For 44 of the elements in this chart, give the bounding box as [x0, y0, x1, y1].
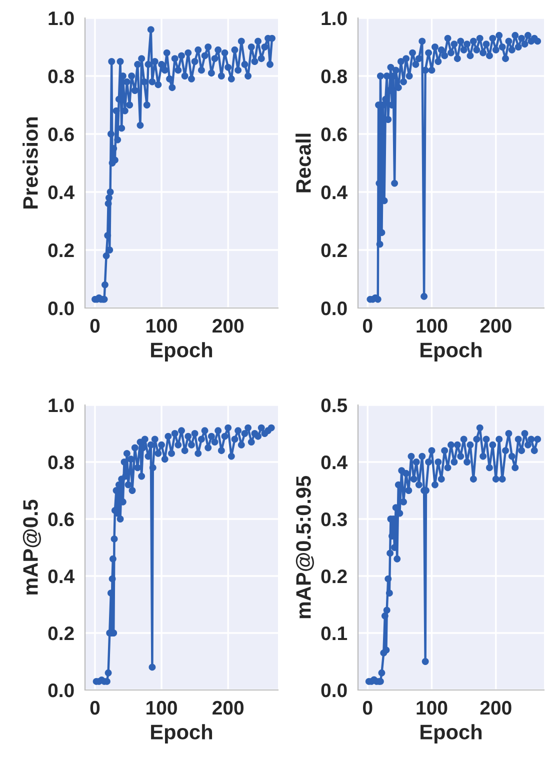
- y-tick-label: 0.5: [321, 398, 348, 412]
- y-axis-title: mAP@0.5:0.95: [296, 476, 314, 618]
- y-tick-label: 0.0: [321, 683, 347, 698]
- y-tick-label: 1.0: [322, 11, 347, 26]
- x-tick-label: 200: [480, 700, 512, 715]
- y-tick-label: 0.4: [321, 455, 348, 470]
- y-axis-title: mAP@0.5: [22, 500, 41, 594]
- x-tick-label: 0: [90, 700, 100, 715]
- y-tick-label: 0.0: [321, 301, 347, 316]
- y-tick-label: 0.2: [48, 626, 74, 640]
- y-tick-label: 0.3: [321, 512, 347, 526]
- x-tick-label: 200: [212, 700, 244, 715]
- y-axis-title: Precision: [22, 117, 38, 208]
- y-tick-label: 0.6: [48, 127, 74, 142]
- y-axis-title: Recall: [296, 134, 311, 192]
- y-tick-label: 0.8: [321, 69, 347, 84]
- y-tick-label: 0.6: [48, 512, 74, 526]
- y-tick-label: 0.4: [321, 185, 348, 200]
- y-tick-label: 0.2: [321, 243, 347, 258]
- x-axis-title: Epoch: [420, 342, 482, 362]
- y-tick-label: 0.8: [48, 69, 74, 84]
- y-tick-label: 0.6: [321, 127, 347, 142]
- x-tick-label: 100: [146, 700, 177, 715]
- x-axis-title: Epoch: [151, 724, 212, 744]
- x-tick-label: 100: [146, 318, 177, 333]
- x-tick-label: 200: [480, 318, 512, 333]
- x-axis-title: Epoch: [420, 724, 482, 744]
- x-tick-label: 100: [416, 318, 448, 333]
- x-tick-label: 0: [90, 318, 100, 333]
- y-tick-label: 0.4: [48, 185, 74, 200]
- x-tick-label: 0: [362, 318, 372, 333]
- y-tick-label: 0.4: [48, 569, 74, 584]
- x-tick-label: 100: [416, 700, 448, 715]
- y-tick-label: 0.1: [321, 626, 348, 640]
- x-tick-label: 200: [212, 318, 244, 333]
- y-tick-label: 0.2: [48, 243, 74, 258]
- x-tick-label: 0: [362, 700, 372, 715]
- y-tick-label: 0.0: [48, 683, 74, 698]
- y-tick-label: 0.8: [48, 455, 74, 470]
- x-axis-title: Epoch: [151, 342, 212, 362]
- y-tick-label: 0.2: [321, 569, 347, 584]
- y-tick-label: 1.0: [48, 11, 74, 26]
- y-tick-label: 0.0: [48, 301, 74, 316]
- y-tick-label: 1.0: [48, 398, 74, 412]
